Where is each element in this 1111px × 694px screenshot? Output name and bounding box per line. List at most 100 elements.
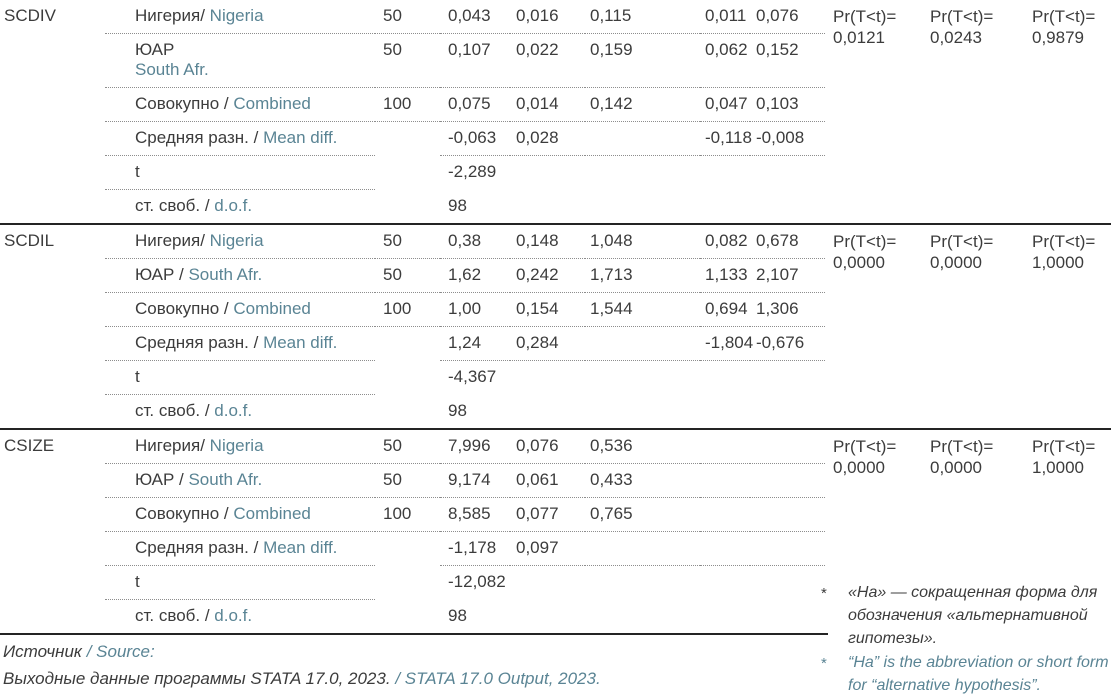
- t-statistic-value: -4,367: [448, 367, 497, 386]
- sd-value: 1,713: [585, 259, 700, 293]
- ci-low-value: 0,011: [700, 0, 750, 34]
- row-label-ru: Средняя разн. /: [135, 333, 259, 352]
- footnote-text-ru: «На» — сокращенная форма для обозначения…: [848, 584, 1098, 647]
- row-label-ru: Средняя разн. /: [135, 128, 259, 147]
- row-label-ru: ст. своб. /: [135, 401, 210, 420]
- obs-value: 50: [375, 464, 440, 498]
- mean-value: 0,043: [440, 0, 510, 34]
- group-label-en: South Afr.: [188, 470, 263, 489]
- row-label-ru: ст. своб. /: [135, 606, 210, 625]
- pr-label: Pr(T<t)=: [833, 7, 897, 26]
- source-label-en: / Source:: [86, 642, 155, 661]
- ci-high-value: -0,008: [750, 122, 825, 156]
- obs-value: 50: [375, 259, 440, 293]
- se-value: 0,148: [510, 225, 585, 259]
- group-label-combined: Совокупно / Combined: [105, 293, 375, 327]
- se-value: 0,154: [510, 293, 585, 327]
- ci-high-value: [750, 498, 825, 532]
- pr-value: 0,0121: [833, 28, 885, 47]
- group-label-en: Nigeria: [209, 6, 264, 25]
- ci-high-value: [750, 532, 825, 566]
- obs-value: 100: [375, 293, 440, 327]
- se-value: 0,061: [510, 464, 585, 498]
- row-label-t: t: [105, 156, 375, 190]
- group-label-ru: Совокупно /: [135, 94, 229, 113]
- sd-value: 1,544: [585, 293, 700, 327]
- pr-cell: Pr(T<t)= 0,0000: [825, 430, 925, 633]
- variable-block-scdil: SCDIL Нигерия/ Nigeria 50 0,38 0,148 1,0…: [0, 225, 1111, 430]
- group-label-nigeria: Нигерия/ Nigeria: [105, 0, 375, 34]
- sd-value: 0,142: [585, 88, 700, 122]
- ci-high-value: 0,103: [750, 88, 825, 122]
- row-label-ru: Средняя разн. /: [135, 538, 259, 557]
- dof-value: 98: [448, 401, 467, 420]
- ci-low-value: 1,133: [700, 259, 750, 293]
- pr-label: Pr(T<t)=: [930, 7, 994, 26]
- sd-value: [585, 327, 700, 361]
- pr-cell: Pr(T<t)= 0,0243: [925, 0, 1030, 223]
- group-label-ru: Совокупно /: [135, 299, 229, 318]
- pr-label: Pr(T<t)=: [930, 232, 994, 251]
- mean-value: 7,996: [440, 430, 510, 464]
- mean-value: 9,174: [440, 464, 510, 498]
- ci-high-value: [750, 430, 825, 464]
- pr-cell: Pr(T<t)= 0,0000: [925, 430, 1030, 633]
- pr-value: 1,0000: [1032, 458, 1084, 477]
- pr-label: Pr(T<t)=: [1032, 232, 1096, 251]
- t-statistic-value: -2,289: [448, 162, 497, 181]
- row-label-en: d.o.f.: [214, 196, 253, 215]
- group-label-en: Combined: [233, 94, 311, 113]
- ci-high-value: 2,107: [750, 259, 825, 293]
- group-label-south-africa: ЮАР / South Afr.: [105, 464, 375, 498]
- ci-high-value: 1,306: [750, 293, 825, 327]
- sd-value: 0,765: [585, 498, 700, 532]
- variable-name: CSIZE: [4, 436, 55, 455]
- group-label-combined: Совокупно / Combined: [105, 498, 375, 532]
- se-value: 0,014: [510, 88, 585, 122]
- mean-value: 0,38: [440, 225, 510, 259]
- footnote-marker: *: [821, 655, 827, 672]
- group-label-ru: ЮАР /: [135, 265, 184, 284]
- pr-value: 0,0243: [930, 28, 982, 47]
- pr-cell: Pr(T<t)= 0,9879: [1030, 0, 1111, 223]
- mean-value: 1,62: [440, 259, 510, 293]
- pr-label: Pr(T<t)=: [930, 437, 994, 456]
- row-label-mean-diff: Средняя разн. / Mean diff.: [105, 327, 375, 361]
- row-label-en: Mean diff.: [263, 333, 338, 352]
- mean-value: 0,075: [440, 88, 510, 122]
- ci-high-value: -0,676: [750, 327, 825, 361]
- group-label-en: Combined: [233, 299, 311, 318]
- sd-value: 0,115: [585, 0, 700, 34]
- footnote-text-en: “Ha” is the abbreviation or short form f…: [848, 654, 1109, 694]
- pr-label: Pr(T<t)=: [1032, 7, 1096, 26]
- pr-value: 0,0000: [833, 458, 885, 477]
- se-value: 0,077: [510, 498, 585, 532]
- pr-label: Pr(T<t)=: [833, 232, 897, 251]
- se-value: 0,022: [510, 34, 585, 88]
- group-label-ru: ЮАР: [135, 40, 175, 59]
- se-value: 0,016: [510, 0, 585, 34]
- se-value: 0,028: [510, 122, 585, 156]
- pr-cell: Pr(T<t)= 0,0000: [825, 225, 925, 428]
- footnote-ru: * «На» — сокращенная форма для обозначен…: [821, 581, 1111, 650]
- group-label-ru: Нигерия/: [135, 6, 205, 25]
- pr-cell: Pr(T<t)= 1,0000: [1030, 225, 1111, 428]
- row-label-en: d.o.f.: [214, 401, 253, 420]
- mean-diff-value: -1,178: [440, 532, 510, 566]
- sd-value: 0,433: [585, 464, 700, 498]
- group-label-en: South Afr.: [188, 265, 263, 284]
- ci-low-value: 0,047: [700, 88, 750, 122]
- ci-low-value: -0,118: [700, 122, 752, 156]
- dof-value: 98: [448, 606, 467, 625]
- row-label-dof: ст. своб. / d.o.f.: [105, 600, 375, 633]
- obs-value: 50: [375, 34, 440, 88]
- pr-value: 0,0000: [930, 253, 982, 272]
- row-label-mean-diff: Средняя разн. / Mean diff.: [105, 532, 375, 566]
- row-label-t: t: [105, 566, 375, 600]
- ci-high-value: 0,076: [750, 0, 825, 34]
- group-label-combined: Совокупно / Combined: [105, 88, 375, 122]
- se-value: 0,076: [510, 430, 585, 464]
- mean-value: 0,107: [440, 34, 510, 88]
- pr-value: 0,0000: [833, 253, 885, 272]
- obs-value: 50: [375, 0, 440, 34]
